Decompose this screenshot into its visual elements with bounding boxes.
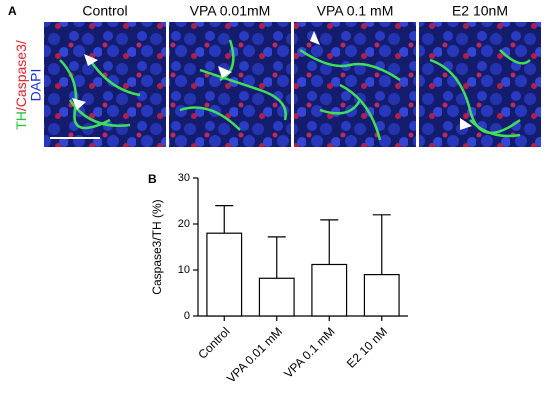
column-title: VPA 0.01mM	[190, 3, 271, 19]
panel-label: A	[8, 4, 17, 18]
th-fibers	[59, 39, 531, 141]
x-tick-label: E2 10 nM	[344, 324, 390, 370]
x-tick-label: VPA 0.1 mM	[281, 324, 337, 380]
channel-dapi: DAPI	[28, 69, 44, 102]
column-title: VPA 0.1 mM	[317, 3, 394, 19]
channel-label: TH/Caspase3/	[13, 40, 29, 130]
column-title: E2 10nM	[452, 3, 508, 19]
micrograph	[294, 22, 416, 147]
y-tick-label: 30	[178, 172, 190, 184]
micrograph	[44, 22, 166, 147]
bar	[363, 274, 400, 317]
y-tick-label: 10	[178, 264, 190, 276]
x-tick-label: VPA 0.01 mM	[224, 324, 285, 385]
x-tick-label: Control	[195, 324, 232, 361]
bar	[311, 263, 348, 317]
channel-caspase: /Caspase3/	[13, 40, 29, 111]
y-axis-label: Caspase3/TH (%)	[150, 199, 164, 294]
micrographs	[44, 22, 541, 147]
panel-label: B	[148, 172, 157, 186]
bar	[206, 232, 243, 317]
y-tick-label: 20	[178, 218, 190, 230]
bar	[258, 277, 295, 317]
micrograph	[419, 22, 541, 147]
arrowheads	[72, 31, 472, 130]
column-title: Control	[82, 3, 127, 19]
channel-th: TH	[13, 111, 29, 130]
y-tick-label: 0	[184, 310, 190, 322]
